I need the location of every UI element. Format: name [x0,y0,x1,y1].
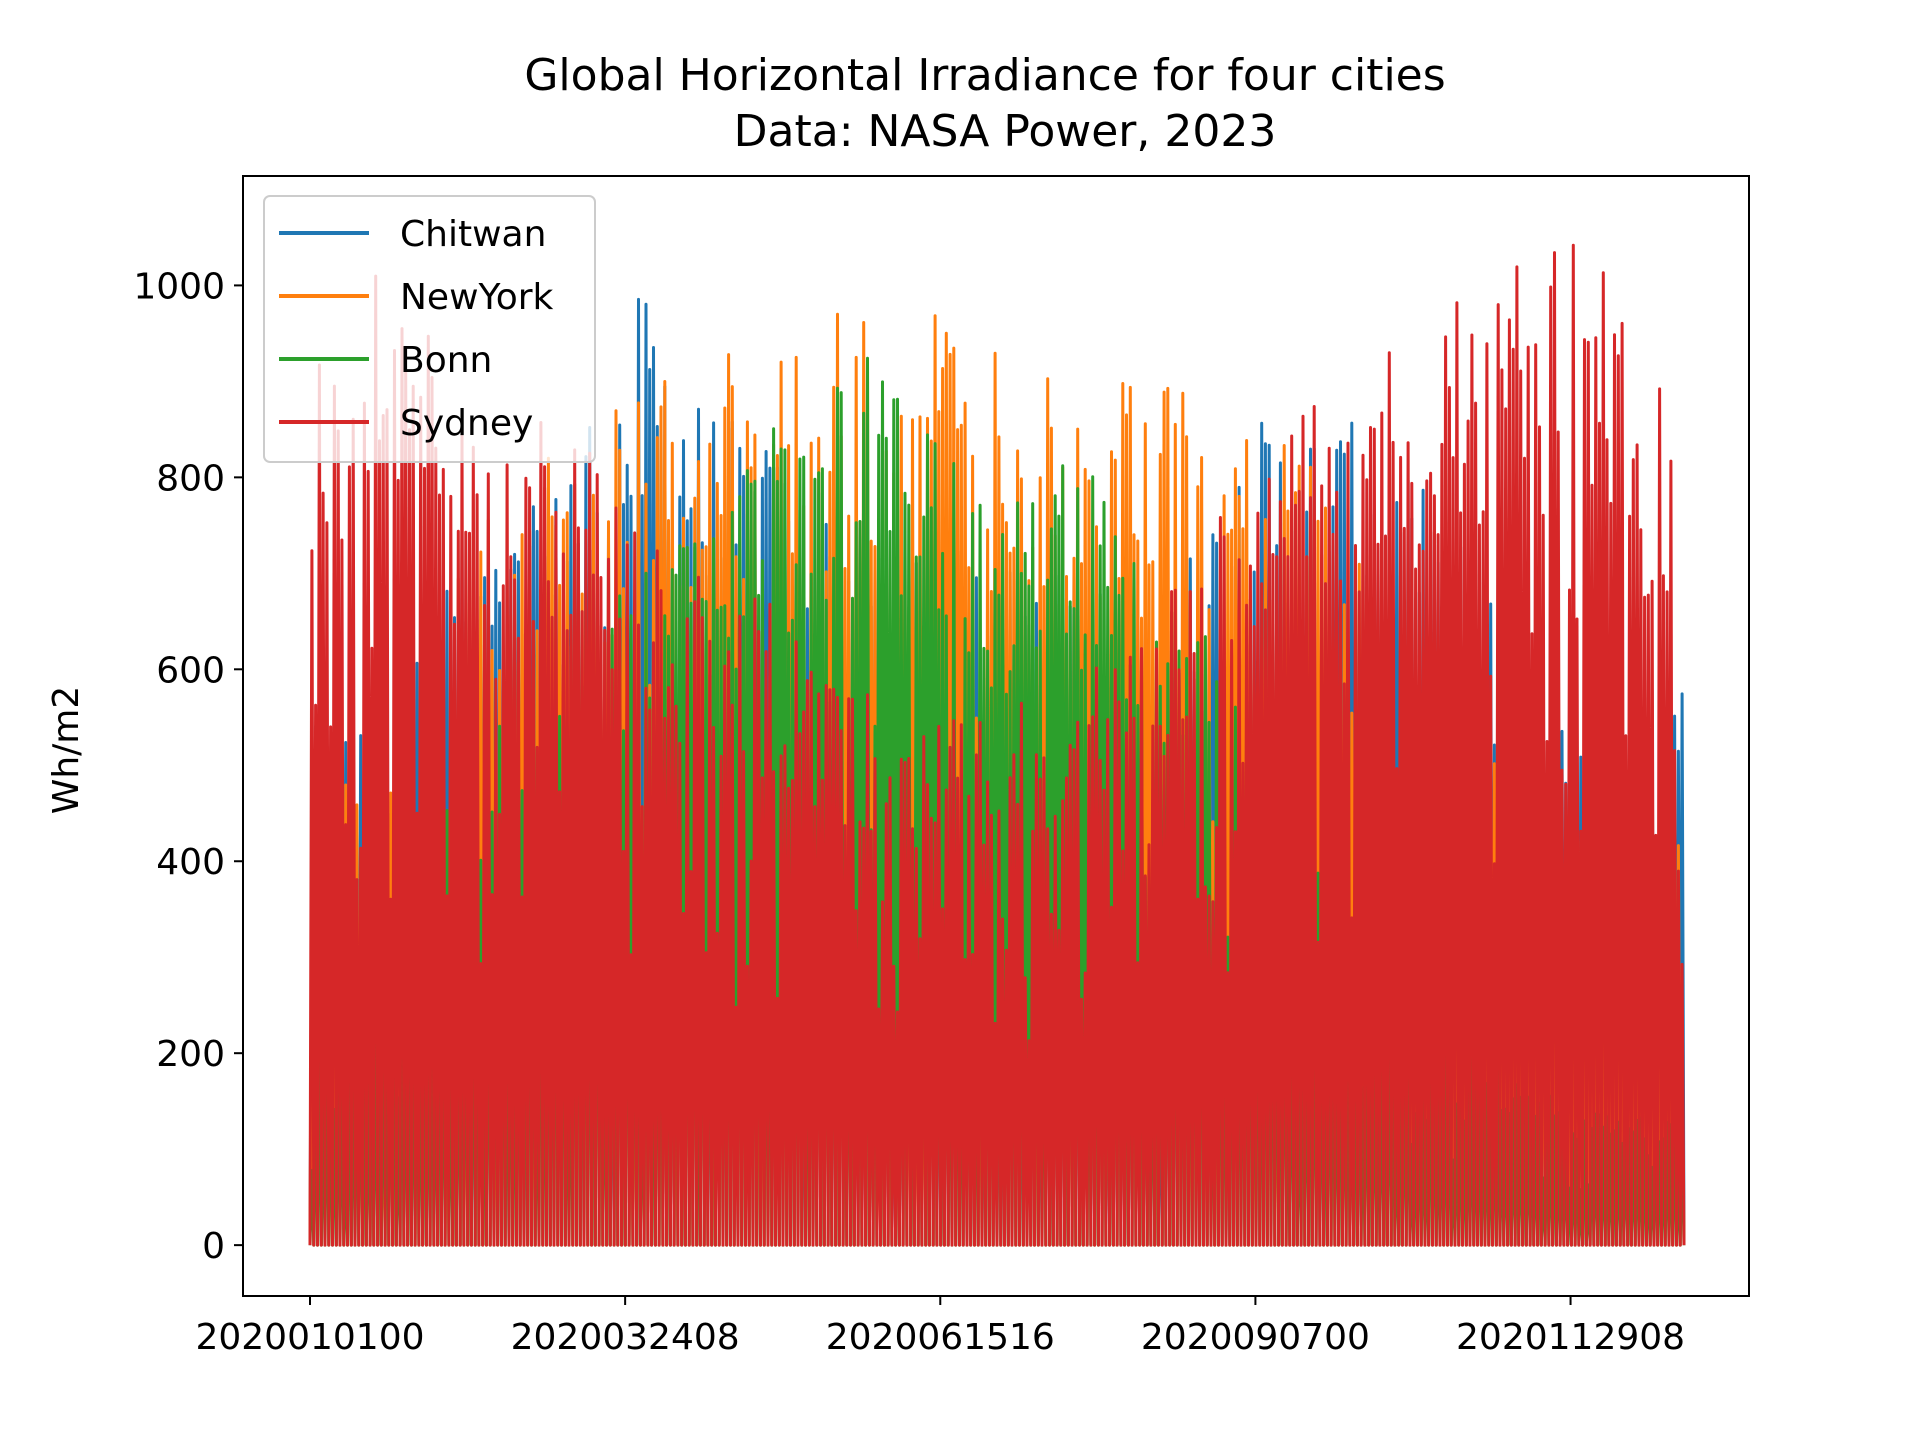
y-tick-label: 800 [156,458,225,499]
series-line-sydney [308,243,1686,1247]
legend-box [263,195,596,463]
chart-subtitle: Data: NASA Power, 2023 [734,106,1277,157]
legend-label-bonn: Bonn [400,340,492,381]
x-tick-label: 2020112908 [1456,1317,1685,1358]
y-tick-label: 400 [156,842,225,883]
legend-label-newyork: NewYork [400,277,554,318]
x-axis: 2020010100 2020032408 2020061516 2020090700… [195,1296,1685,1358]
x-tick-label: 2020090700 [1141,1317,1370,1358]
chart-title: Global Horizontal Irradiance for four ci… [524,50,1445,101]
y-tick-label: 1000 [133,266,225,307]
y-tick-label: 200 [156,1034,225,1075]
y-tick-label: 600 [156,650,225,691]
legend-label-chitwan: Chitwan [400,214,546,255]
y-tick-label: 0 [202,1226,225,1267]
plot-frame [242,175,1750,1297]
y-axis: 0 200 400 600 800 1000 [133,266,243,1267]
x-tick-label: 2020032408 [511,1317,740,1358]
legend-label-sydney: Sydney [400,403,533,444]
series-layer [308,243,1686,1247]
x-tick-label: 2020061516 [826,1317,1055,1358]
y-axis-label: Wh/m2 [46,686,87,815]
x-tick-label: 2020010100 [195,1317,424,1358]
legend: Chitwan NewYork Bonn Sydney [263,195,596,463]
